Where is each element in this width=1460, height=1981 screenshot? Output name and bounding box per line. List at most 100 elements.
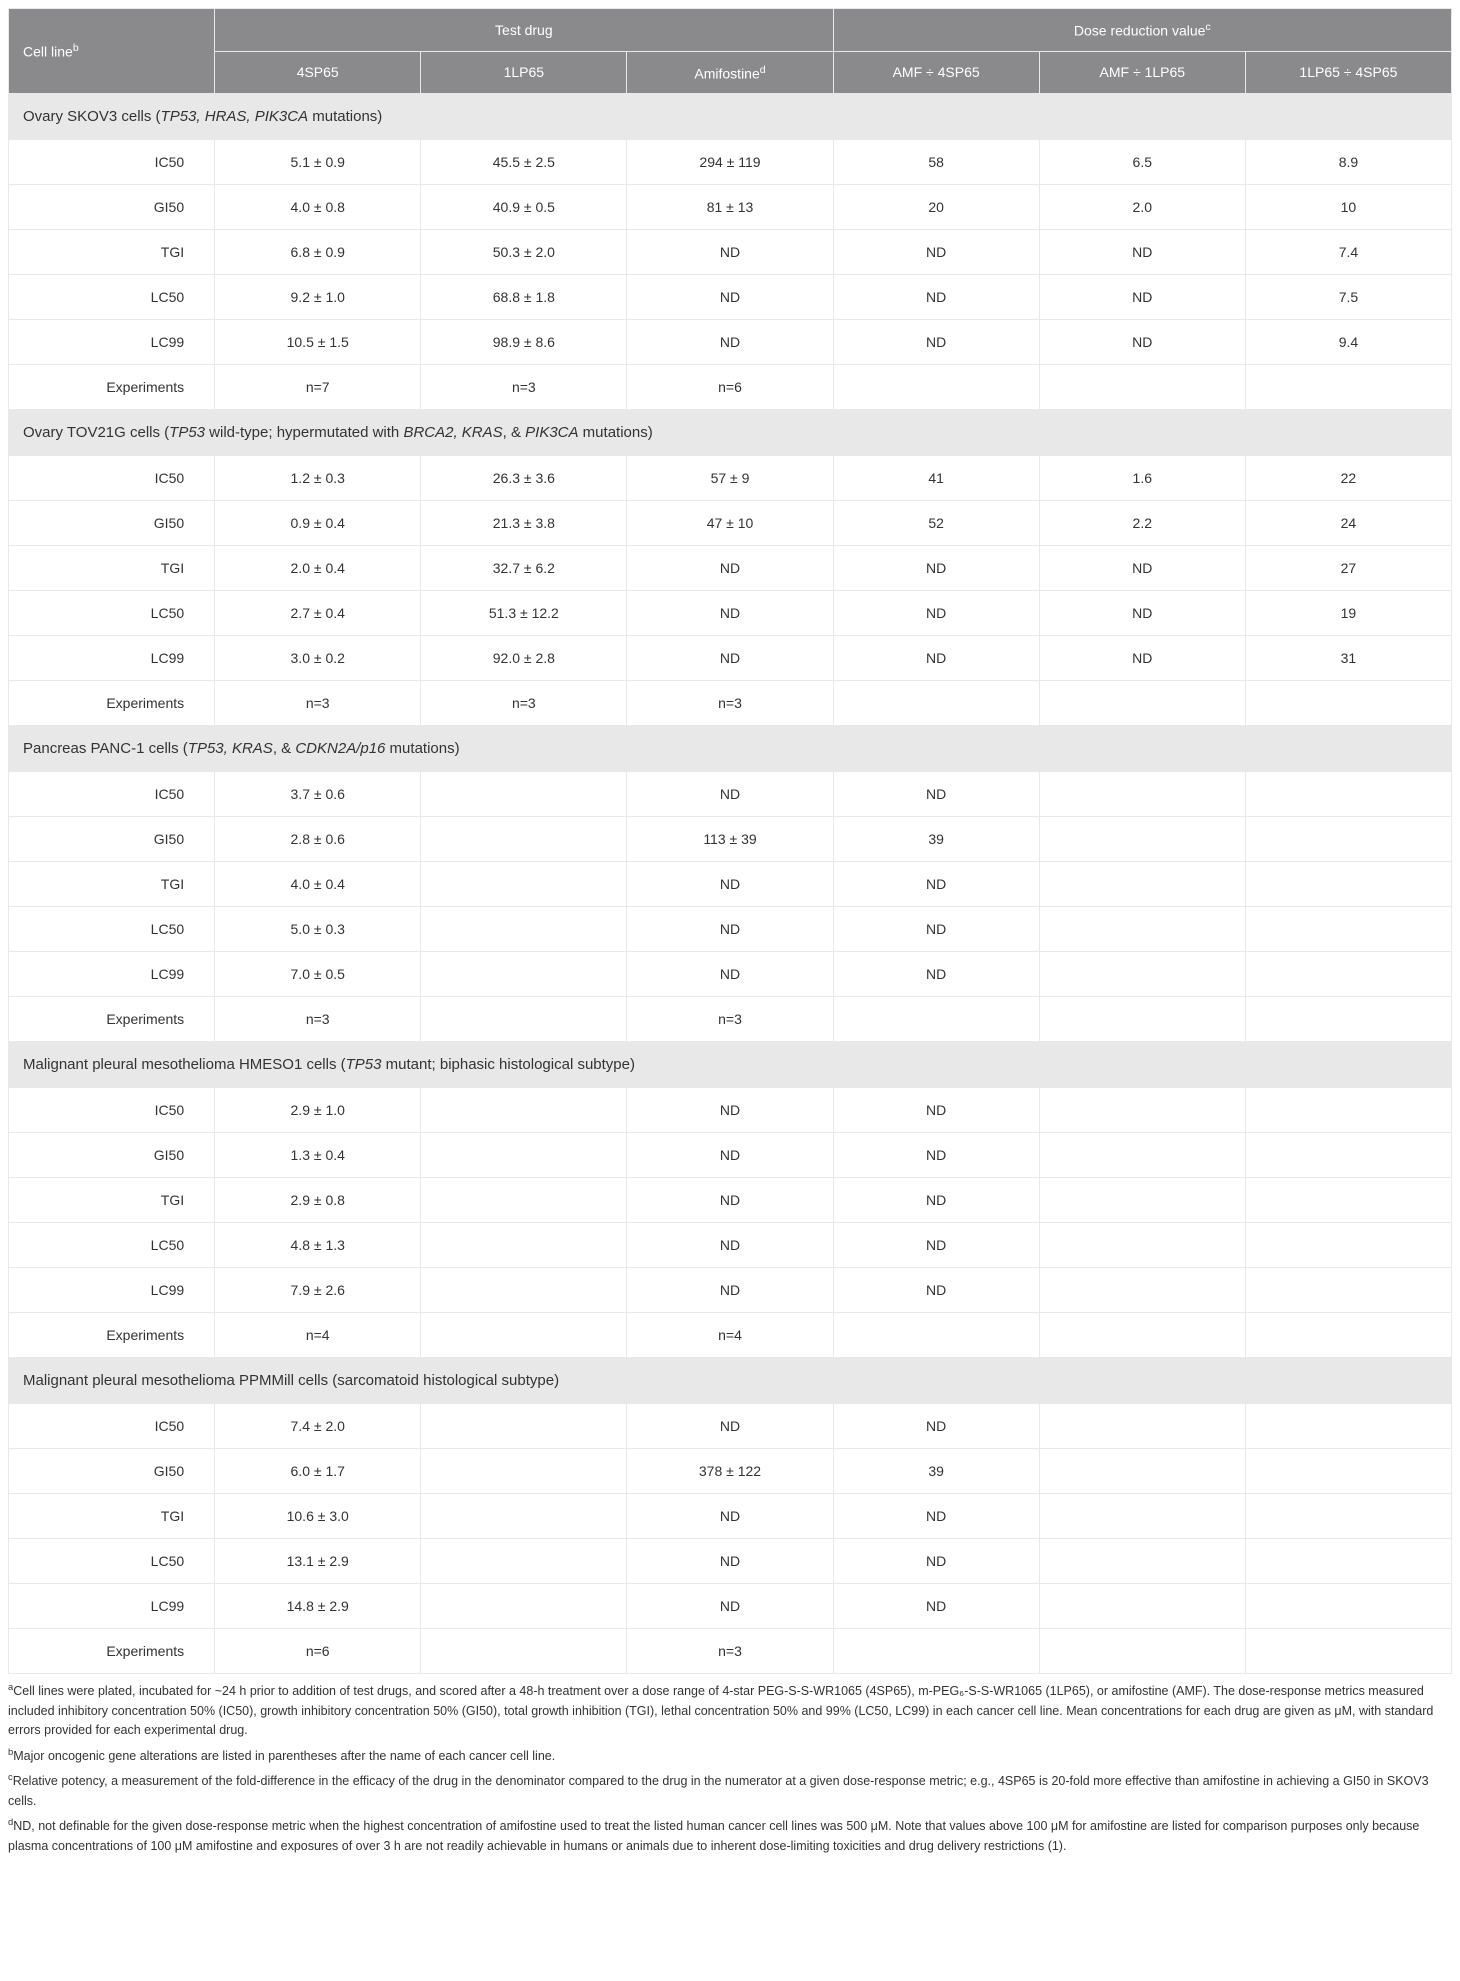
data-cell: 7.4 ± 2.0 xyxy=(215,1404,421,1449)
data-cell: 1.2 ± 0.3 xyxy=(215,456,421,501)
data-cell: ND xyxy=(627,862,833,907)
data-cell: 7.5 xyxy=(1245,275,1451,320)
data-cell: ND xyxy=(833,230,1039,275)
data-cell: 9.4 xyxy=(1245,320,1451,365)
data-cell: ND xyxy=(627,320,833,365)
data-cell: ND xyxy=(627,1539,833,1584)
amifostine-label: Amifostine xyxy=(694,65,759,81)
data-cell xyxy=(1039,952,1245,997)
data-cell: ND xyxy=(833,1223,1039,1268)
data-cell: 7.4 xyxy=(1245,230,1451,275)
data-cell xyxy=(421,1584,627,1629)
data-cell xyxy=(1245,1178,1451,1223)
footnote-b-text: Major oncogenic gene alterations are lis… xyxy=(13,1749,555,1763)
metric-label: LC99 xyxy=(9,1584,215,1629)
metric-label: TGI xyxy=(9,546,215,591)
data-cell: 58 xyxy=(833,140,1039,185)
section-header-cell: Pancreas PANC-1 cells (TP53, KRAS, & CDK… xyxy=(9,726,1452,772)
data-cell: n=3 xyxy=(627,997,833,1042)
header-col-amifostine: Amifostined xyxy=(627,51,833,94)
data-cell: n=6 xyxy=(627,365,833,410)
metric-label: TGI xyxy=(9,862,215,907)
data-cell: 7.0 ± 0.5 xyxy=(215,952,421,997)
data-cell: ND xyxy=(627,230,833,275)
data-cell: 45.5 ± 2.5 xyxy=(421,140,627,185)
table-row: GI504.0 ± 0.840.9 ± 0.581 ± 13202.010 xyxy=(9,185,1452,230)
section-header-row: Ovary SKOV3 cells (TP53, HRAS, PIK3CA mu… xyxy=(9,94,1452,140)
data-cell xyxy=(1039,772,1245,817)
data-cell xyxy=(421,952,627,997)
table-row: Experimentsn=3n=3 xyxy=(9,997,1452,1042)
data-cell xyxy=(1245,1629,1451,1674)
metric-label: GI50 xyxy=(9,817,215,862)
metric-label: Experiments xyxy=(9,681,215,726)
data-cell: 2.9 ± 0.8 xyxy=(215,1178,421,1223)
data-cell: ND xyxy=(833,546,1039,591)
data-cell: 19 xyxy=(1245,591,1451,636)
data-cell: 2.8 ± 0.6 xyxy=(215,817,421,862)
data-cell: ND xyxy=(833,636,1039,681)
data-cell xyxy=(1039,1404,1245,1449)
data-cell xyxy=(1039,1223,1245,1268)
data-cell xyxy=(833,681,1039,726)
data-cell xyxy=(1039,365,1245,410)
data-cell: 39 xyxy=(833,1449,1039,1494)
metric-label: IC50 xyxy=(9,456,215,501)
table-row: TGI10.6 ± 3.0NDND xyxy=(9,1494,1452,1539)
metric-label: LC50 xyxy=(9,275,215,320)
metric-label: IC50 xyxy=(9,1404,215,1449)
table-row: Experimentsn=6n=3 xyxy=(9,1629,1452,1674)
data-cell xyxy=(1245,1313,1451,1358)
data-cell xyxy=(1245,1449,1451,1494)
table-row: TGI6.8 ± 0.950.3 ± 2.0NDNDND7.4 xyxy=(9,230,1452,275)
metric-label: LC50 xyxy=(9,1223,215,1268)
data-cell xyxy=(421,817,627,862)
data-cell: 50.3 ± 2.0 xyxy=(421,230,627,275)
data-cell: 8.9 xyxy=(1245,140,1451,185)
data-cell xyxy=(1039,1539,1245,1584)
section-header-row: Ovary TOV21G cells (TP53 wild-type; hype… xyxy=(9,410,1452,456)
data-cell: 2.9 ± 1.0 xyxy=(215,1088,421,1133)
data-cell: ND xyxy=(833,1178,1039,1223)
data-cell: 2.7 ± 0.4 xyxy=(215,591,421,636)
data-cell xyxy=(421,1223,627,1268)
table-row: IC507.4 ± 2.0NDND xyxy=(9,1404,1452,1449)
data-cell xyxy=(421,1178,627,1223)
data-cell: 21.3 ± 3.8 xyxy=(421,501,627,546)
metric-label: Experiments xyxy=(9,1629,215,1674)
data-cell: 31 xyxy=(1245,636,1451,681)
data-cell: 81 ± 13 xyxy=(627,185,833,230)
data-cell: 2.0 xyxy=(1039,185,1245,230)
table-row: IC501.2 ± 0.326.3 ± 3.657 ± 9411.622 xyxy=(9,456,1452,501)
metric-label: TGI xyxy=(9,1494,215,1539)
metric-label: GI50 xyxy=(9,501,215,546)
data-cell: ND xyxy=(833,1539,1039,1584)
data-cell xyxy=(421,1088,627,1133)
data-cell xyxy=(1245,365,1451,410)
data-cell xyxy=(833,1313,1039,1358)
data-cell xyxy=(1245,817,1451,862)
data-cell xyxy=(1039,1629,1245,1674)
data-cell: ND xyxy=(627,1268,833,1313)
header-col-amf-1lp65: AMF ÷ 1LP65 xyxy=(1039,51,1245,94)
footnote-a: aCell lines were plated, incubated for ~… xyxy=(8,1680,1452,1740)
data-cell xyxy=(1245,1223,1451,1268)
footnote-b: bMajor oncogenic gene alterations are li… xyxy=(8,1745,1452,1767)
data-cell: n=6 xyxy=(215,1629,421,1674)
data-cell xyxy=(1245,1584,1451,1629)
data-cell xyxy=(1039,1313,1245,1358)
data-cell: 1.3 ± 0.4 xyxy=(215,1133,421,1178)
data-cell: 22 xyxy=(1245,456,1451,501)
data-cell: n=3 xyxy=(627,681,833,726)
footnote-a-text: Cell lines were plated, incubated for ~2… xyxy=(8,1684,1433,1737)
data-cell: ND xyxy=(627,1133,833,1178)
data-cell xyxy=(421,1404,627,1449)
data-cell: 39 xyxy=(833,817,1039,862)
data-cell: ND xyxy=(1039,636,1245,681)
data-cell: 98.9 ± 8.6 xyxy=(421,320,627,365)
data-cell xyxy=(421,1133,627,1178)
data-cell: 57 ± 9 xyxy=(627,456,833,501)
data-cell xyxy=(1039,907,1245,952)
data-cell: 6.8 ± 0.9 xyxy=(215,230,421,275)
data-cell: n=7 xyxy=(215,365,421,410)
